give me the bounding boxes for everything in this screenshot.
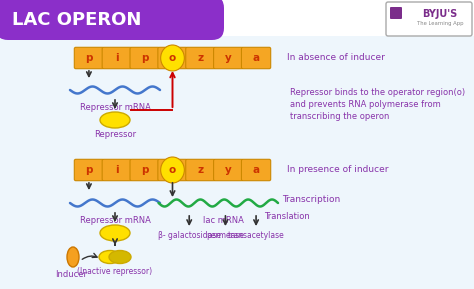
Text: The Learning App: The Learning App bbox=[417, 21, 463, 27]
Text: lac mRNA: lac mRNA bbox=[203, 216, 244, 225]
Text: o: o bbox=[169, 53, 176, 63]
FancyBboxPatch shape bbox=[74, 47, 103, 69]
Text: Repressor binds to the operator region(o)
and prevents RNA polymerase from
trans: Repressor binds to the operator region(o… bbox=[290, 88, 465, 121]
FancyBboxPatch shape bbox=[0, 0, 224, 40]
Ellipse shape bbox=[161, 45, 184, 71]
Text: transacetylase: transacetylase bbox=[228, 231, 284, 240]
Text: LAC OPERON: LAC OPERON bbox=[12, 11, 141, 29]
Text: z: z bbox=[197, 53, 203, 63]
FancyBboxPatch shape bbox=[158, 159, 187, 181]
FancyBboxPatch shape bbox=[241, 47, 271, 69]
FancyBboxPatch shape bbox=[241, 159, 271, 181]
Text: β- galactosidase: β- galactosidase bbox=[158, 231, 221, 240]
Text: Translation: Translation bbox=[264, 212, 310, 221]
Text: y: y bbox=[225, 53, 232, 63]
Text: Repressor mRNA: Repressor mRNA bbox=[80, 216, 150, 225]
Ellipse shape bbox=[161, 157, 184, 183]
FancyBboxPatch shape bbox=[130, 47, 159, 69]
FancyBboxPatch shape bbox=[74, 159, 103, 181]
Text: y: y bbox=[225, 165, 232, 175]
FancyBboxPatch shape bbox=[186, 47, 215, 69]
FancyBboxPatch shape bbox=[102, 47, 131, 69]
Text: z: z bbox=[197, 165, 203, 175]
Text: a: a bbox=[253, 165, 260, 175]
Text: o: o bbox=[169, 165, 176, 175]
Text: p: p bbox=[141, 53, 148, 63]
Text: Repressor: Repressor bbox=[94, 130, 136, 139]
FancyBboxPatch shape bbox=[102, 159, 131, 181]
Ellipse shape bbox=[109, 251, 131, 264]
Text: p: p bbox=[85, 165, 93, 175]
Text: BYJU'S: BYJU'S bbox=[422, 9, 457, 19]
FancyBboxPatch shape bbox=[214, 159, 243, 181]
Text: i: i bbox=[115, 53, 118, 63]
Text: permease: permease bbox=[207, 231, 245, 240]
Text: p: p bbox=[141, 165, 148, 175]
FancyBboxPatch shape bbox=[158, 47, 187, 69]
Text: i: i bbox=[115, 165, 118, 175]
Text: a: a bbox=[253, 53, 260, 63]
Bar bbox=[0, 36, 474, 289]
Ellipse shape bbox=[99, 251, 121, 264]
Text: In absence of inducer: In absence of inducer bbox=[287, 53, 385, 62]
FancyBboxPatch shape bbox=[130, 159, 159, 181]
Text: Transcription: Transcription bbox=[282, 194, 340, 203]
FancyBboxPatch shape bbox=[186, 159, 215, 181]
Text: (Inactive repressor): (Inactive repressor) bbox=[77, 267, 153, 276]
Ellipse shape bbox=[100, 112, 130, 128]
Text: Repressor mRNA: Repressor mRNA bbox=[80, 103, 150, 112]
Text: In presence of inducer: In presence of inducer bbox=[287, 166, 389, 175]
Text: p: p bbox=[85, 53, 93, 63]
FancyBboxPatch shape bbox=[386, 2, 472, 36]
FancyBboxPatch shape bbox=[390, 7, 402, 19]
Bar bbox=[0, 0, 220, 20]
Text: Inducer: Inducer bbox=[55, 270, 87, 279]
Ellipse shape bbox=[67, 247, 79, 267]
Ellipse shape bbox=[100, 225, 130, 241]
FancyBboxPatch shape bbox=[214, 47, 243, 69]
